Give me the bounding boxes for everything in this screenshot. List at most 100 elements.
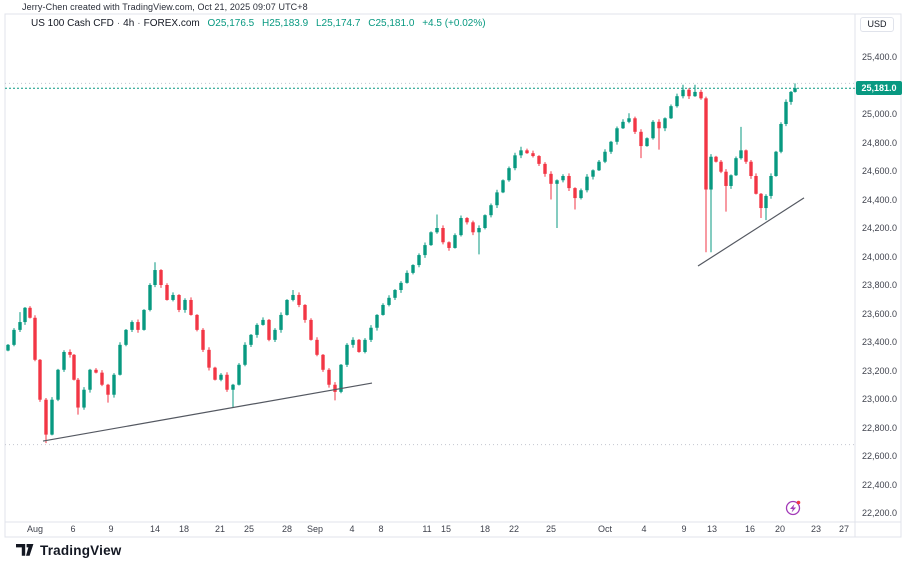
candle-body — [261, 319, 265, 325]
candle-body — [285, 299, 289, 315]
candle-body — [243, 344, 247, 365]
candle-body — [363, 339, 367, 352]
candle-body — [267, 319, 271, 340]
candle-body — [68, 351, 72, 355]
price-axis-label: 23,600.0 — [861, 308, 897, 319]
candle-body — [219, 374, 223, 380]
candle-body — [543, 163, 547, 174]
candle-body — [495, 192, 499, 206]
candle-body — [94, 369, 98, 373]
candle-body — [106, 384, 110, 395]
time-axis-label: 6 — [70, 524, 76, 534]
candle-body — [585, 176, 589, 191]
candle-body — [273, 329, 277, 340]
candle-body — [681, 89, 685, 97]
candle-body — [159, 270, 163, 285]
last-price-badge: 25,181.0 — [856, 81, 902, 96]
price-change: +4.5 (+0.02%) — [422, 18, 486, 29]
candle-body — [749, 161, 753, 176]
chart-frame — [4, 13, 902, 538]
candle-body — [507, 168, 511, 181]
candle-body — [333, 384, 337, 392]
time-axis-label: 11 — [422, 524, 432, 534]
candle-body — [729, 175, 733, 186]
candle-body — [136, 322, 140, 330]
candle-body — [764, 195, 768, 209]
candle-body — [779, 123, 783, 152]
time-axis-label: 13 — [706, 524, 717, 534]
time-axis-label: 25 — [545, 524, 556, 534]
candle-body — [33, 317, 37, 360]
candle-body — [112, 374, 116, 395]
candle-body — [724, 171, 728, 186]
candle-body — [501, 180, 505, 193]
candle-body — [345, 344, 349, 365]
candle-body — [189, 299, 193, 315]
ohlc-low: L25,174.7 — [315, 18, 361, 29]
candle-body — [399, 282, 403, 290]
candle-body — [165, 285, 169, 300]
candle-body — [339, 364, 343, 392]
candle-body — [297, 294, 301, 305]
candle-body — [249, 334, 253, 345]
candle-body — [321, 354, 325, 370]
price-axis-label: 25,400.0 — [861, 52, 897, 62]
candle-body — [759, 193, 763, 209]
candle-body — [477, 228, 481, 233]
candle-body — [597, 161, 601, 171]
time-axis-label: Aug — [26, 524, 43, 534]
candle-body — [231, 384, 235, 390]
candle-body — [489, 205, 493, 216]
candle-body — [639, 131, 643, 147]
candle-body — [309, 319, 313, 340]
price-axis-label: 24,800.0 — [861, 137, 897, 148]
candle-body — [183, 299, 187, 310]
currency-unit-button[interactable]: USD — [860, 17, 894, 32]
lightning-bolt-glyph — [790, 504, 797, 513]
candle-body — [12, 329, 16, 345]
tradingview-logo-icon — [16, 544, 34, 556]
candle-body — [561, 175, 565, 181]
candle-body — [704, 98, 708, 190]
candle-body — [633, 118, 637, 132]
price-axis-label: 22,200.0 — [861, 508, 897, 518]
candle-body — [124, 329, 128, 345]
price-axis-label: 23,200.0 — [861, 365, 897, 376]
price-axis-label: 22,800.0 — [861, 422, 897, 433]
candle-body — [315, 339, 319, 355]
candle-body — [663, 118, 667, 129]
candle-body — [555, 180, 559, 184]
candle-body — [609, 141, 613, 152]
candle-body — [72, 354, 76, 380]
tradingview-logo[interactable]: TradingView — [16, 543, 121, 558]
time-axis-label: 25 — [243, 524, 254, 534]
candle-body — [76, 379, 80, 408]
candle-body — [471, 222, 475, 233]
candle-body — [327, 369, 331, 385]
candle-body — [237, 364, 241, 385]
time-axis-label: Sep — [306, 524, 323, 534]
tradingview-logo-text: TradingView — [40, 543, 122, 558]
candle-body — [56, 369, 60, 400]
time-axis-label: 8 — [378, 524, 384, 534]
candle-body — [549, 173, 553, 184]
trendline-2 — [697, 197, 805, 267]
price-axis-label: 22,400.0 — [861, 479, 897, 490]
candle-body — [201, 329, 205, 350]
candle-body — [784, 101, 788, 124]
candle-body — [130, 322, 134, 330]
candle-body — [615, 128, 619, 142]
time-axis-label: 21 — [214, 524, 225, 534]
price-axis-label: 24,000.0 — [861, 251, 897, 262]
candle-body — [754, 175, 758, 194]
candle-body — [687, 89, 691, 97]
time-axis-label: 15 — [440, 524, 451, 534]
time-axis-label: 27 — [838, 524, 849, 534]
ohlc-close: C25,181.0 — [368, 18, 415, 29]
candle-body — [525, 150, 529, 154]
candle-body — [213, 367, 217, 380]
symbol-legend-row[interactable]: US 100 Cash CFD · 4h · FOREX.com O25,176.5 H… — [31, 18, 486, 29]
ohlc-high: H25,183.9 — [262, 18, 309, 29]
